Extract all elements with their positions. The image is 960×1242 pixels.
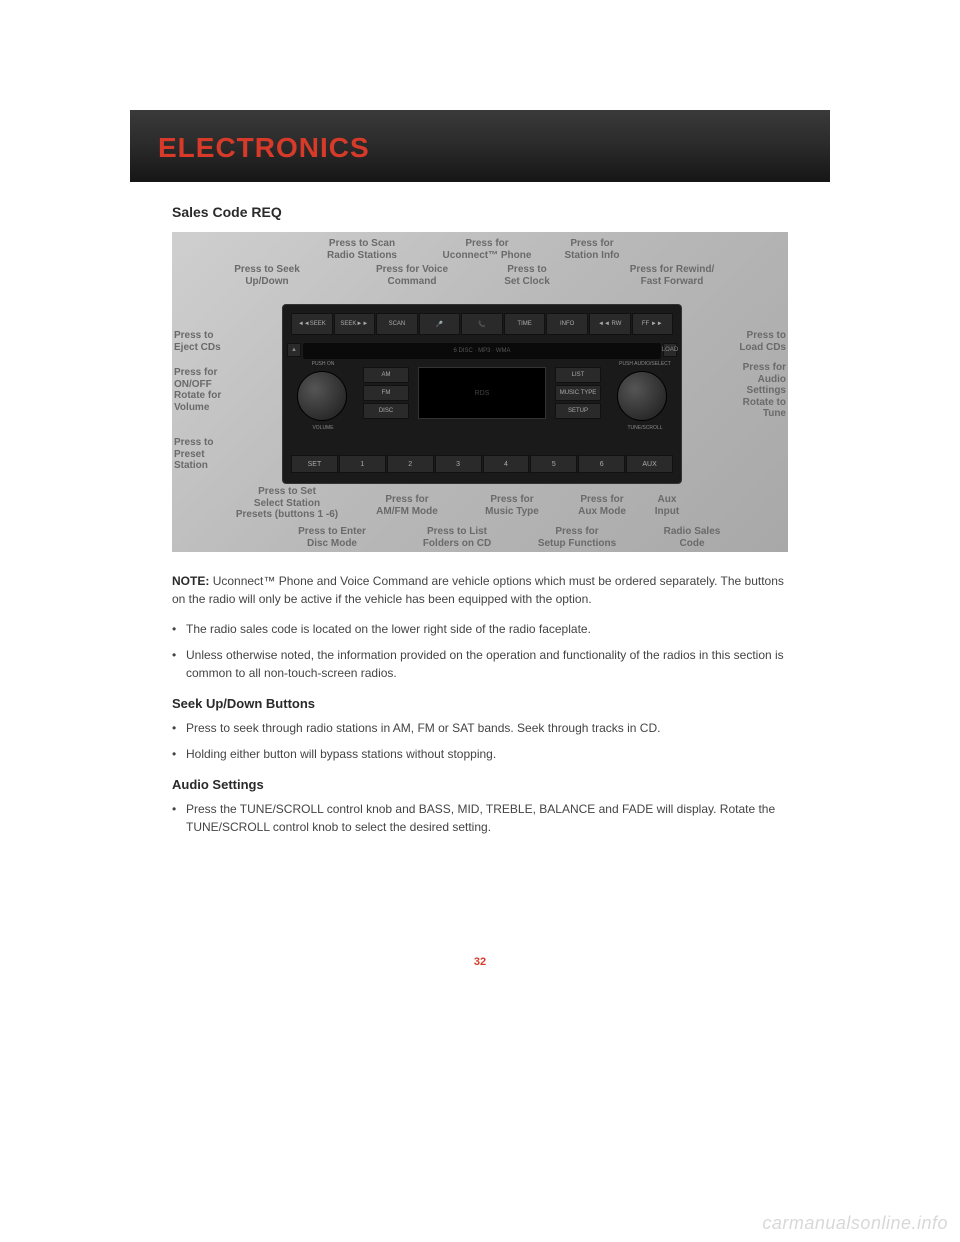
top-button-row: ◄◄SEEK SEEK►► SCAN 🎤 📞 TIME INFO ◄◄ RW F…	[291, 313, 673, 335]
list-button: LIST	[555, 367, 601, 383]
callout-preset: Press toPresetStation	[174, 437, 234, 472]
preset-5: 5	[530, 455, 577, 473]
section-title: Sales Code REQ	[172, 204, 788, 220]
seek-heading: Seek Up/Down Buttons	[172, 696, 788, 711]
callout-setup: Press forSetup Functions	[527, 526, 627, 549]
phone-button: 📞	[461, 313, 503, 335]
time-button: TIME	[504, 313, 546, 335]
am-button: AM	[363, 367, 409, 383]
disc-button: DISC	[363, 403, 409, 419]
callout-auxmode: Press forAux Mode	[567, 494, 637, 517]
mid-left-buttons: AM FM DISC	[363, 367, 409, 419]
preset-6: 6	[578, 455, 625, 473]
bullet-item: Press the TUNE/SCROLL control knob and B…	[172, 800, 788, 836]
callout-disc: Press to EnterDisc Mode	[282, 526, 382, 549]
aux-button: AUX	[626, 455, 673, 473]
scan-button: SCAN	[376, 313, 418, 335]
manual-page: ELECTRONICS Sales Code REQ Press to Scan…	[130, 110, 830, 1028]
radio-unit: ◄◄SEEK SEEK►► SCAN 🎤 📞 TIME INFO ◄◄ RW F…	[282, 304, 682, 484]
callout-list: Press to ListFolders on CD	[407, 526, 507, 549]
bullet-item: Press to seek through radio stations in …	[172, 719, 788, 737]
knob-right-bottom-label: TUNE/SCROLL	[615, 425, 675, 431]
callout-voice: Press for VoiceCommand	[362, 264, 462, 287]
set-button: SET	[291, 455, 338, 473]
callout-amfm: Press forAM/FM Mode	[362, 494, 452, 517]
ff-button: FF ►►	[632, 313, 674, 335]
seek-fwd-button: SEEK►►	[334, 313, 376, 335]
eject-button: ▲	[287, 343, 301, 357]
note-label: NOTE:	[172, 574, 209, 588]
knob-left-bottom-label: VOLUME	[293, 425, 353, 431]
radio-display: RDS	[418, 367, 546, 419]
preset-4: 4	[483, 455, 530, 473]
setup-button: SETUP	[555, 403, 601, 419]
knob-left-top-label: PUSH ON	[293, 361, 353, 367]
header-title: ELECTRONICS	[158, 132, 802, 164]
callout-rwff: Press for Rewind/Fast Forward	[612, 264, 732, 287]
rw-button: ◄◄ RW	[589, 313, 631, 335]
callout-clock: Press toSet Clock	[492, 264, 562, 287]
callout-eject: Press toEject CDs	[174, 330, 234, 353]
seek-bullets: Press to seek through radio stations in …	[172, 719, 788, 763]
callout-seek: Press to SeekUp/Down	[222, 264, 312, 287]
fm-button: FM	[363, 385, 409, 401]
note-block: NOTE: Uconnect™ Phone and Voice Command …	[172, 572, 788, 608]
knob-right-top-label: PUSH AUDIO/SELECT	[615, 361, 675, 367]
note-text: Uconnect™ Phone and Voice Command are ve…	[172, 574, 784, 606]
header-bar: ELECTRONICS	[130, 110, 830, 182]
bullet-item: The radio sales code is located on the l…	[172, 620, 788, 638]
callout-scan: Press to ScanRadio Stations	[317, 238, 407, 261]
preset-row: SET 1 2 3 4 5 6 AUX	[291, 455, 673, 473]
callout-auxin: AuxInput	[647, 494, 687, 517]
callout-presets: Press to SetSelect StationPresets (butto…	[227, 486, 347, 521]
callout-music: Press forMusic Type	[472, 494, 552, 517]
music-type-button: MUSIC TYPE	[555, 385, 601, 401]
callout-salescode: Radio SalesCode	[652, 526, 732, 549]
volume-knob	[297, 371, 347, 421]
seek-back-button: ◄◄SEEK	[291, 313, 333, 335]
audio-heading: Audio Settings	[172, 777, 788, 792]
callout-uconnect: Press forUconnect™ Phone	[432, 238, 542, 261]
preset-3: 3	[435, 455, 482, 473]
callout-audio: Press forAudioSettingsRotate toTune	[716, 362, 786, 420]
main-bullets: The radio sales code is located on the l…	[172, 620, 788, 682]
voice-button: 🎤	[419, 313, 461, 335]
tune-knob	[617, 371, 667, 421]
mid-right-buttons: LIST MUSIC TYPE SETUP	[555, 367, 601, 419]
callout-load: Press toLoad CDs	[726, 330, 786, 353]
radio-diagram: Press to ScanRadio Stations Press forUco…	[172, 232, 788, 552]
preset-1: 1	[339, 455, 386, 473]
callout-onoff: Press forON/OFFRotate forVolume	[174, 367, 244, 413]
preset-2: 2	[387, 455, 434, 473]
audio-bullets: Press the TUNE/SCROLL control knob and B…	[172, 800, 788, 836]
page-number: 32	[172, 956, 788, 968]
info-button: INFO	[546, 313, 588, 335]
page-content: Sales Code REQ Press to ScanRadio Statio…	[130, 182, 830, 968]
watermark: carmanualsonline.info	[762, 1213, 948, 1234]
load-button: LOAD	[663, 343, 677, 357]
callout-station-info: Press forStation Info	[552, 238, 632, 261]
bullet-item: Unless otherwise noted, the information …	[172, 646, 788, 682]
cd-slot: 6 DISC · MP3 · WMA	[303, 343, 661, 359]
bullet-item: Holding either button will bypass statio…	[172, 745, 788, 763]
